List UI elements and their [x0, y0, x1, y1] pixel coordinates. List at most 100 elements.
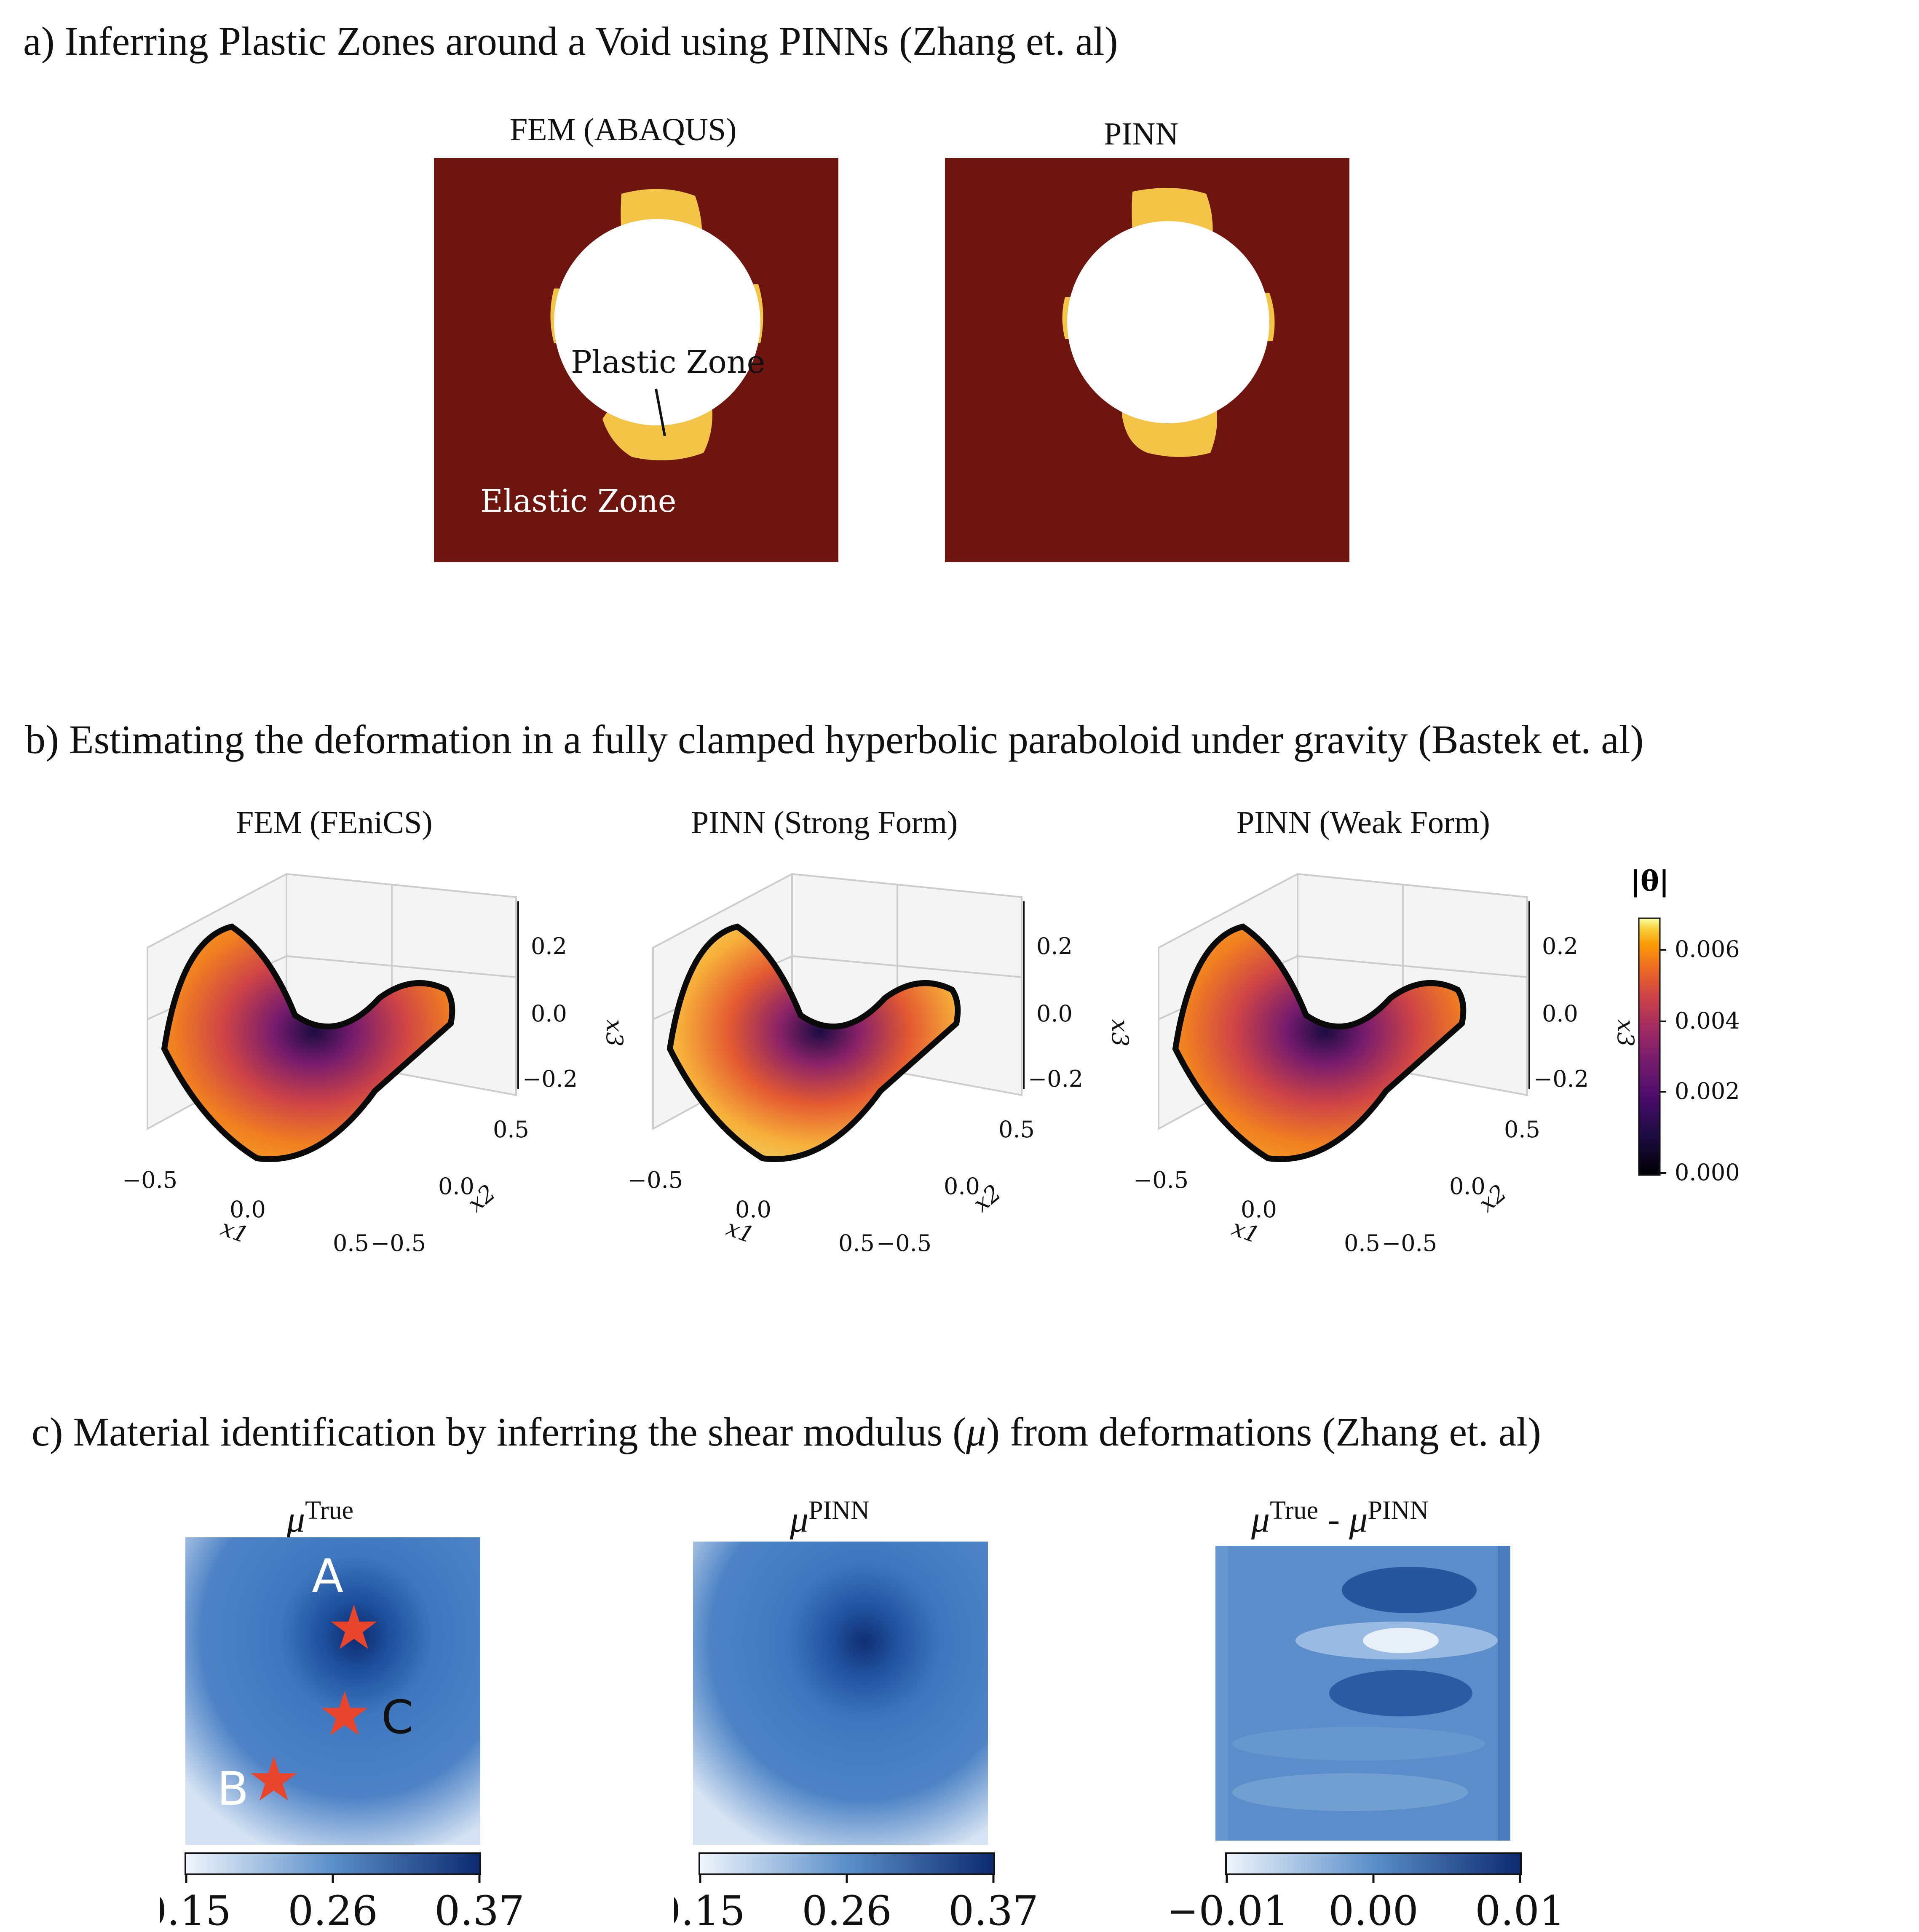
section-a-heading: a) Inferring Plastic Zones around a Void…: [23, 19, 1118, 64]
star-icon-c: [321, 1691, 368, 1735]
marker-label-b: B: [217, 1762, 249, 1816]
section-c-heading: c) Material identification by inferring …: [32, 1412, 1541, 1452]
x3-tick-00: 0.0: [531, 1000, 567, 1027]
marker-label-a: A: [312, 1549, 343, 1603]
x2-tick-00: 0.0: [944, 1173, 980, 1200]
colorbar-tick-max: 0.37: [948, 1887, 1038, 1931]
x3-tick-02: 0.2: [1542, 933, 1578, 959]
x2-axis: −0.5 0.0 0.5 x2: [1382, 1116, 1540, 1256]
colorbar-tick-min: −0.01: [1171, 1887, 1289, 1931]
theta-colorbar: |θ| 0.006 0.004 0.002 0.000: [1630, 865, 1740, 1186]
saddle-surface: [666, 923, 961, 1162]
colorbar-gradient: [185, 1852, 481, 1875]
fem-abaqus-title: FEM (ABAQUS): [510, 112, 737, 147]
plastic-zone-pinn-plot: [945, 158, 1349, 562]
x2-tick-05: 0.5: [493, 1116, 529, 1143]
void-circle: [554, 219, 760, 425]
colorbar-tick-mid: 0.26: [288, 1887, 378, 1931]
mu-true-heatmap: A C B: [185, 1537, 480, 1845]
saddle-surface: [1172, 923, 1467, 1162]
colorbar-tick-mid: 0.26: [802, 1887, 892, 1931]
x3-tick-02: 0.2: [1036, 933, 1073, 959]
colorbar-tick-max: 0.01: [1475, 1887, 1565, 1931]
mu-pinn-colorbar: 0.15 0.26 0.37: [674, 1852, 1038, 1931]
x1-axis: −0.5 0.0 0.5 x1: [628, 1167, 875, 1256]
marker-label-c: C: [381, 1690, 414, 1744]
mu-pinn-heatmap: [693, 1542, 988, 1845]
section-c-heading-post: ) from deformations (Zhang et. al): [986, 1409, 1541, 1454]
x3-axis-ticks: 0.2 0.0 −0.2 x3: [517, 901, 628, 1092]
fem-fenics-title: FEM (FEniCS): [236, 805, 433, 840]
heatmap-bands: [1215, 1546, 1510, 1841]
mu-true-colorbar: 0.15 0.26 0.37: [160, 1852, 525, 1931]
x1-tick-m05: −0.5: [1133, 1167, 1188, 1193]
x1-tick-m05: −0.5: [628, 1167, 683, 1193]
x3-tick-02: 0.2: [531, 933, 567, 959]
x2-tick-00: 0.0: [1449, 1173, 1485, 1200]
x1-axis: −0.5 0.0 0.5 x1: [122, 1167, 369, 1256]
x3-label: x3: [1107, 1019, 1133, 1047]
colorbar-tick-0000: 0.000: [1675, 1159, 1740, 1186]
mu-diff-heatmap: [1215, 1546, 1510, 1841]
colorbar-label: |θ|: [1630, 865, 1669, 898]
saddle-plot-pinn-strong: 0.2 0.0 −0.2 x3 −0.5 0.0 0.5 x1 −0.5 0.0…: [628, 873, 1133, 1256]
colorbar-gradient: [1638, 917, 1661, 1176]
x3-label: x3: [1612, 1019, 1639, 1047]
x2-tick-m05: −0.5: [371, 1230, 426, 1256]
mu-diff-title: μTrue - μPINN: [1251, 1496, 1429, 1540]
colorbar-tick-0002: 0.002: [1675, 1078, 1740, 1104]
saddle-plot-pinn-weak: 0.2 0.0 −0.2 x3 −0.5 0.0 0.5 x1 −0.5 0.0…: [1133, 873, 1639, 1256]
colorbar-tick-max: 0.37: [434, 1887, 525, 1931]
colorbar-tick-min: 0.15: [160, 1887, 231, 1931]
plastic-zone-pointer: [655, 388, 666, 436]
plastic-zone-fem-plot: Plastic Zone Elastic Zone: [434, 158, 838, 562]
x1-tick-05: 0.5: [838, 1230, 875, 1256]
star-markers: [251, 1605, 377, 1801]
x1-axis: −0.5 0.0 0.5 x1: [1133, 1167, 1380, 1256]
colorbar-gradient: [1225, 1852, 1522, 1875]
star-icon-b: [251, 1756, 297, 1801]
x1-tick-m05: −0.5: [122, 1167, 177, 1193]
pinn-title-a: PINN: [1104, 116, 1179, 152]
saddle-plot-fem: 0.2 0.0 −0.2 x3 −0.5 0.0 0.5 x1 −0.5 0.0…: [122, 873, 628, 1256]
mu-pinn-title: μPINN: [790, 1496, 870, 1540]
colorbar-tick-0006: 0.006: [1675, 936, 1740, 962]
x2-tick-00: 0.0: [438, 1173, 474, 1200]
x2-tick-05: 0.5: [1504, 1116, 1540, 1143]
x1-tick-00: 0.0: [230, 1196, 266, 1223]
colorbar-tick-min: 0.15: [674, 1887, 745, 1931]
mu-diff-colorbar: −0.01 0.00 0.01: [1171, 1852, 1565, 1931]
x2-tick-m05: −0.5: [1382, 1230, 1437, 1256]
x3-axis-ticks: 0.2 0.0 −0.2 x3: [1528, 901, 1639, 1092]
x2-tick-m05: −0.5: [876, 1230, 931, 1256]
section-c-heading-pre: c) Material identification by inferring …: [32, 1409, 966, 1454]
star-icon-a: [331, 1605, 377, 1649]
x3-tick-00: 0.0: [1036, 1000, 1073, 1027]
x1-tick-00: 0.0: [735, 1196, 771, 1223]
section-b-heading: b) Estimating the deformation in a fully…: [25, 717, 1644, 762]
colorbar-tick-mid: 0.00: [1328, 1887, 1419, 1931]
section-c-heading-mu: μ: [966, 1409, 987, 1454]
void-circle: [1067, 221, 1269, 423]
x2-tick-05: 0.5: [998, 1116, 1035, 1143]
x1-tick-05: 0.5: [1344, 1230, 1380, 1256]
x2-axis: −0.5 0.0 0.5 x2: [371, 1116, 529, 1256]
heatmap-field: [185, 1537, 480, 1845]
x3-tick-00: 0.0: [1542, 1000, 1578, 1027]
elastic-zone-label: Elastic Zone: [480, 483, 677, 519]
pinn-weak-title: PINN (Weak Form): [1237, 805, 1490, 840]
x3-label: x3: [601, 1019, 628, 1047]
pinn-strong-title: PINN (Strong Form): [691, 805, 958, 840]
saddle-surface: [161, 923, 455, 1162]
x1-tick-05: 0.5: [333, 1230, 369, 1256]
mu-true-title: μTrue: [286, 1496, 354, 1540]
colorbar-ticks: [1660, 949, 1666, 1174]
colorbar-tick-0004: 0.004: [1675, 1007, 1740, 1034]
x1-tick-00: 0.0: [1241, 1196, 1277, 1223]
heatmap-field: [693, 1542, 988, 1845]
x2-axis: −0.5 0.0 0.5 x2: [876, 1116, 1035, 1256]
x3-tick-m02: −0.2: [1028, 1066, 1083, 1092]
x3-tick-m02: −0.2: [1534, 1066, 1589, 1092]
x3-axis-ticks: 0.2 0.0 −0.2 x3: [1023, 901, 1133, 1092]
colorbar-gradient: [699, 1852, 995, 1875]
